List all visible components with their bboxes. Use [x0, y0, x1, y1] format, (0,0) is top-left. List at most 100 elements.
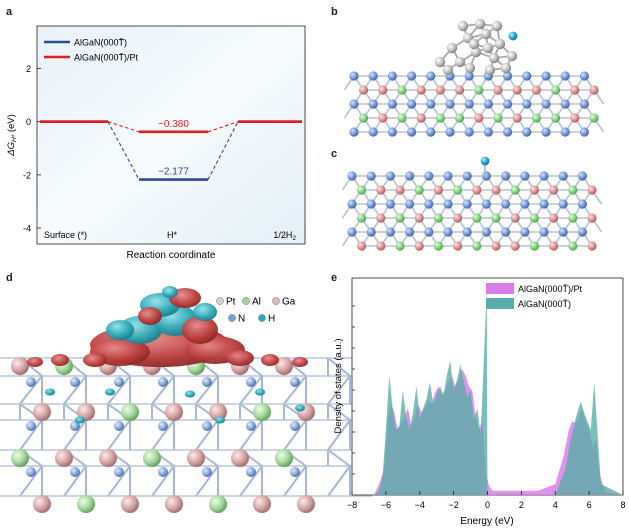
bond [485, 231, 497, 247]
bond [552, 175, 564, 191]
metal-atom [187, 449, 205, 467]
bond [581, 203, 593, 219]
pt-bond [485, 33, 489, 49]
atom [503, 127, 513, 137]
atom [579, 99, 590, 109]
n-atom [202, 421, 212, 431]
bond [466, 175, 478, 191]
bond [341, 231, 353, 247]
atom [424, 227, 434, 237]
n-atom [202, 467, 212, 477]
bond [408, 231, 420, 247]
bond [420, 75, 432, 91]
atom [522, 99, 532, 109]
bond [447, 175, 459, 191]
bond [389, 189, 401, 205]
atom [577, 171, 588, 181]
bond [526, 103, 538, 119]
pt-bond [489, 57, 495, 71]
bond [239, 449, 263, 467]
bond [420, 89, 432, 105]
bond [506, 117, 518, 133]
atom [349, 71, 359, 81]
atom [512, 85, 522, 95]
bond [410, 103, 422, 119]
bond [107, 449, 131, 467]
atom [443, 199, 453, 209]
bond [408, 189, 420, 205]
bond [389, 231, 401, 247]
bond [554, 103, 566, 119]
bond [447, 189, 459, 205]
density-lobe [83, 353, 107, 367]
n-atom [114, 467, 124, 477]
bond [552, 203, 564, 219]
bond [370, 217, 382, 233]
atom [378, 85, 388, 95]
bond [439, 75, 451, 91]
atom [501, 199, 511, 209]
density-lobe [185, 390, 195, 398]
pt-bond [451, 47, 461, 63]
bond [516, 103, 528, 119]
bond [456, 231, 468, 247]
bond [437, 175, 449, 191]
metal-atom [33, 495, 51, 513]
legend-label-ga: Ga [282, 297, 296, 308]
atom [397, 85, 407, 95]
atom [445, 71, 455, 81]
density-lobe [182, 316, 218, 344]
metal-atom [297, 495, 315, 513]
bond [399, 203, 411, 219]
legend-a: AlGaN(000T̄) AlGaN(000T̄)/Pt [44, 38, 139, 63]
bond [408, 217, 420, 233]
bond [372, 103, 384, 119]
bond [341, 203, 353, 219]
bond [283, 465, 307, 497]
charge-density-cloud-d [27, 286, 308, 424]
bond [506, 103, 518, 119]
bond [19, 375, 43, 405]
x-tick-label-e: 8 [620, 500, 625, 510]
bond [524, 217, 536, 233]
atom [577, 227, 588, 237]
atom [549, 185, 559, 195]
bond [439, 103, 451, 119]
atom [347, 199, 357, 209]
legend-dot-al [242, 297, 250, 305]
bond [485, 217, 497, 233]
atom [359, 113, 369, 123]
bond [552, 217, 564, 233]
atom [433, 185, 443, 195]
bond [437, 203, 449, 219]
bond [506, 89, 518, 105]
pt-atom [484, 64, 496, 76]
atom [414, 213, 424, 223]
x-category-label-a: 1/2H2 [273, 230, 296, 242]
bond [572, 203, 584, 219]
bond [380, 231, 392, 247]
bond [485, 203, 497, 219]
bond [428, 189, 440, 205]
bond [418, 175, 430, 191]
bond [408, 203, 420, 219]
atom [541, 71, 551, 81]
pt-bond [467, 33, 487, 39]
bond [468, 117, 480, 133]
bond [351, 175, 363, 191]
bond [514, 217, 526, 233]
legend-label-e-0: AlGaN(000T̄)/Pt [518, 284, 583, 294]
atom [587, 213, 597, 223]
atom [568, 185, 578, 195]
density-lobe [118, 316, 162, 344]
atom [503, 71, 513, 81]
bond [107, 403, 131, 421]
x-tick-label-e: −8 [347, 500, 357, 510]
atom [405, 199, 415, 209]
atom [385, 227, 395, 237]
atom [491, 241, 501, 251]
pt-bond [459, 51, 477, 63]
x-tick-label-e: −4 [415, 500, 425, 510]
pt-atom [457, 20, 469, 32]
